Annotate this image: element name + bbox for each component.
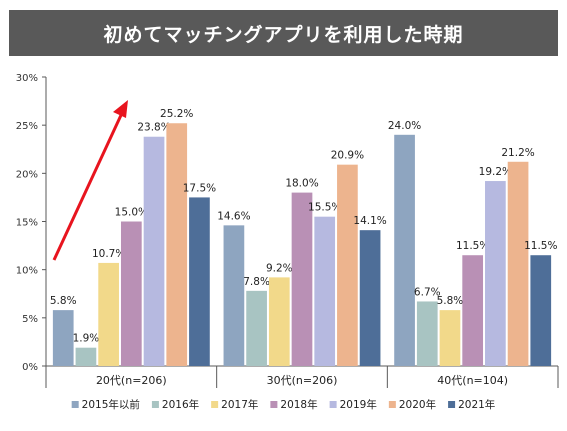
trend-arrow bbox=[52, 112, 124, 261]
trend-arrowhead bbox=[113, 100, 128, 118]
bar bbox=[439, 310, 461, 366]
data-label: 7.8% bbox=[243, 276, 270, 288]
bar bbox=[268, 277, 290, 366]
y-tick-label: 0% bbox=[22, 362, 38, 373]
bar bbox=[291, 192, 313, 366]
bar bbox=[143, 136, 165, 366]
bar bbox=[223, 225, 245, 366]
data-label: 6.7% bbox=[414, 286, 441, 298]
category-label: 30代(n=206) bbox=[267, 374, 338, 387]
legend-swatch bbox=[388, 401, 396, 408]
legend-label: 2021年 bbox=[458, 398, 495, 411]
bar bbox=[485, 181, 506, 366]
category-label: 40代(n=104) bbox=[437, 374, 508, 387]
bar bbox=[189, 197, 210, 366]
bar bbox=[530, 255, 552, 366]
legend-swatch bbox=[329, 401, 337, 408]
bar bbox=[462, 255, 484, 366]
legend-label: 2019年 bbox=[340, 398, 377, 411]
data-label: 15.5% bbox=[308, 202, 341, 214]
legend-label: 2017年 bbox=[221, 398, 258, 411]
chart-title-bar: 初めてマッチングアプリを利用した時期 bbox=[9, 10, 558, 56]
data-label: 10.7% bbox=[92, 248, 125, 260]
data-label: 19.2% bbox=[479, 166, 512, 178]
bar bbox=[98, 262, 119, 366]
bar bbox=[120, 221, 142, 366]
bar bbox=[75, 347, 97, 366]
y-tick-label: 30% bbox=[16, 73, 38, 84]
y-tick-label: 10% bbox=[16, 266, 38, 277]
data-label: 23.8% bbox=[137, 122, 170, 134]
chart-area: 0% 5% 10% 15% 20% 25% 30% 5.8% 1.9% 10.7% 15.0% 23.… bbox=[0, 60, 567, 427]
y-tick-label: 20% bbox=[16, 169, 38, 180]
data-label: 21.2% bbox=[501, 147, 534, 159]
legend-swatch bbox=[448, 401, 456, 408]
y-tick-label: 15% bbox=[16, 218, 38, 229]
bar-chart: 0% 5% 10% 15% 20% 25% 30% 5.8% 1.9% 10.7% 15.0% 23.… bbox=[16, 73, 559, 411]
bar bbox=[52, 310, 74, 366]
data-label: 24.0% bbox=[388, 120, 421, 132]
bar bbox=[359, 230, 381, 366]
legend-swatch bbox=[270, 401, 278, 408]
legend-label: 2020年 bbox=[399, 398, 436, 411]
bar bbox=[394, 134, 415, 366]
data-label: 17.5% bbox=[183, 182, 216, 194]
data-label: 5.8% bbox=[437, 295, 464, 307]
data-label: 25.2% bbox=[160, 108, 193, 120]
y-tick-label: 25% bbox=[16, 121, 38, 132]
legend-label: 2015年以前 bbox=[82, 398, 140, 411]
legend-label: 2016年 bbox=[162, 398, 199, 411]
bar bbox=[246, 290, 267, 366]
legend-label: 2018年 bbox=[280, 398, 317, 411]
bar bbox=[314, 216, 336, 366]
bar bbox=[507, 161, 529, 366]
data-label: 14.1% bbox=[353, 215, 386, 227]
bar bbox=[166, 123, 188, 366]
data-label: 5.8% bbox=[50, 295, 77, 307]
data-label: 11.5% bbox=[456, 240, 489, 252]
category-label: 20代(n=206) bbox=[96, 374, 167, 387]
data-label: 15.0% bbox=[115, 207, 148, 219]
legend-swatch bbox=[71, 401, 79, 408]
bar bbox=[416, 301, 438, 366]
data-label: 9.2% bbox=[266, 262, 293, 274]
y-tick-label: 5% bbox=[22, 314, 38, 325]
data-label: 1.9% bbox=[73, 333, 100, 345]
data-label: 18.0% bbox=[285, 178, 318, 190]
chart-title: 初めてマッチングアプリを利用した時期 bbox=[103, 23, 464, 46]
data-label: 14.6% bbox=[217, 210, 250, 222]
legend-swatch bbox=[151, 401, 159, 408]
legend-swatch bbox=[211, 401, 219, 408]
bar bbox=[337, 164, 358, 366]
legend: 2015年以前 2016年 2017年 2018年 2019年 2020年 2021年 bbox=[71, 398, 495, 411]
data-label: 11.5% bbox=[524, 240, 557, 252]
data-label: 20.9% bbox=[331, 150, 364, 162]
